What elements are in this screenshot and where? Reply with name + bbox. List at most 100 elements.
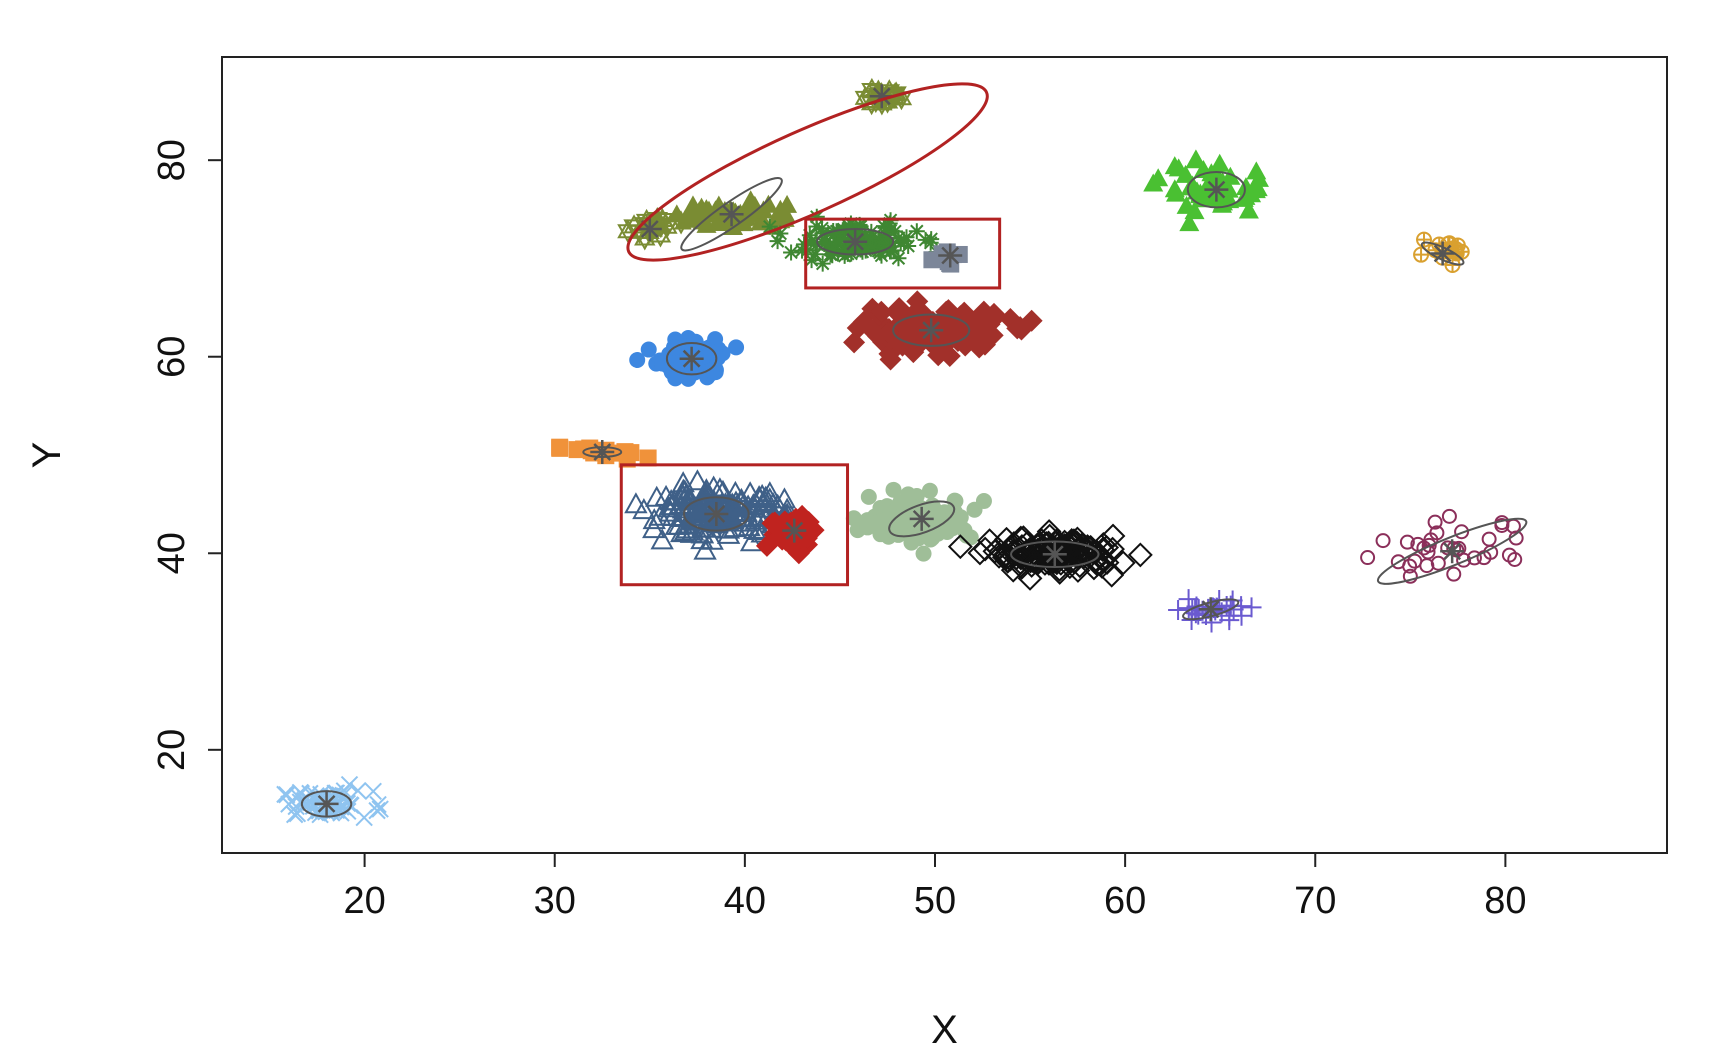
data-point	[671, 484, 695, 506]
data-point	[807, 246, 824, 263]
data-point	[364, 782, 382, 800]
data-point	[995, 544, 1021, 570]
data-point	[1094, 535, 1120, 560]
data-point	[857, 242, 874, 259]
x-tick-label: 20	[343, 880, 385, 922]
data-point	[885, 481, 902, 498]
data-point	[1185, 149, 1206, 168]
data-point	[922, 234, 939, 251]
data-point	[863, 223, 880, 240]
data-point	[885, 242, 902, 259]
data-point	[981, 324, 1004, 347]
data-point	[857, 315, 880, 338]
data-point	[1176, 195, 1197, 214]
data-point	[768, 518, 791, 541]
cluster-ellipse	[816, 227, 895, 256]
data-point	[808, 218, 825, 235]
y-tick-label: 40	[151, 532, 193, 574]
data-point	[1235, 177, 1256, 196]
data-point	[642, 508, 666, 530]
data-point	[657, 496, 681, 518]
data-point	[802, 235, 819, 252]
data-point	[1454, 524, 1470, 540]
data-point	[701, 343, 718, 360]
data-point	[740, 190, 761, 209]
data-point	[622, 444, 640, 462]
data-point	[814, 255, 831, 272]
data-point	[1223, 599, 1244, 620]
data-point	[1081, 555, 1107, 581]
data-point	[982, 538, 1008, 564]
data-point	[703, 362, 720, 379]
data-point	[640, 341, 657, 358]
data-point	[808, 208, 825, 225]
data-point	[1446, 541, 1462, 557]
points-layer	[276, 77, 1524, 827]
data-point	[972, 536, 998, 562]
data-point	[1220, 166, 1241, 185]
data-point	[857, 226, 874, 243]
cluster-ellipse	[1376, 517, 1528, 585]
data-point	[1209, 153, 1230, 172]
data-point	[1029, 528, 1055, 553]
data-point	[772, 225, 789, 242]
data-point	[1416, 540, 1432, 556]
cluster-ellipse	[300, 790, 353, 818]
data-point	[761, 218, 778, 235]
data-point	[898, 229, 915, 246]
data-point	[1178, 589, 1199, 610]
data-point	[869, 514, 886, 531]
y-axis-title: Y	[25, 442, 69, 469]
cluster-ellipse	[665, 341, 718, 376]
data-point	[915, 545, 932, 562]
data-point	[821, 236, 838, 253]
data-point	[728, 339, 745, 356]
x-tick-label: 30	[534, 880, 576, 922]
data-point	[1062, 540, 1088, 566]
cluster-ellipse	[680, 177, 783, 252]
data-point	[629, 351, 646, 368]
x-tick-label: 60	[1104, 880, 1146, 922]
x-tick-label: 40	[724, 880, 766, 922]
data-point	[917, 231, 934, 248]
data-point	[1080, 539, 1106, 565]
x-tick-label: 70	[1294, 880, 1336, 922]
data-point	[708, 195, 729, 214]
data-point	[1430, 555, 1446, 571]
data-point	[716, 522, 741, 544]
highlight-annotations	[619, 82, 1002, 587]
data-point	[947, 534, 973, 560]
cluster-1	[276, 775, 389, 827]
data-point	[836, 231, 853, 248]
data-point	[890, 250, 907, 267]
data-point	[1399, 534, 1415, 550]
data-point	[852, 241, 869, 258]
data-point	[939, 523, 956, 540]
data-point	[733, 510, 757, 532]
data-point	[870, 300, 893, 323]
y-tick-label: 60	[151, 336, 193, 378]
data-point	[1246, 161, 1267, 180]
data-point	[742, 517, 767, 539]
data-point	[642, 517, 666, 539]
data-point	[769, 233, 786, 250]
data-point	[1014, 531, 1040, 556]
data-point	[667, 370, 684, 387]
data-point	[796, 236, 813, 253]
x-tick-label: 80	[1484, 880, 1526, 922]
plot-frame	[221, 56, 1668, 854]
data-point	[803, 252, 820, 269]
data-point	[700, 528, 724, 550]
data-point	[1481, 531, 1497, 547]
data-point	[1402, 558, 1418, 574]
cluster-centroid	[843, 229, 868, 254]
data-point	[975, 493, 992, 510]
data-point	[1179, 213, 1200, 232]
data-point	[646, 206, 669, 232]
cluster-centroid	[1204, 177, 1229, 202]
data-point	[903, 534, 920, 551]
data-point	[921, 482, 938, 499]
data-point	[902, 317, 925, 340]
cluster-centroid	[919, 318, 944, 343]
data-point	[1407, 553, 1423, 569]
